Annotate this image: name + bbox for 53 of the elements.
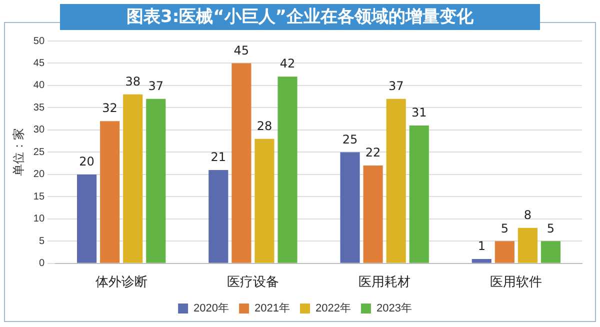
- y-tick-label: 20: [33, 169, 45, 180]
- data-label: 1: [478, 239, 486, 254]
- legend-label: 2022年: [316, 302, 351, 315]
- y-tick-label: 35: [33, 102, 45, 114]
- bar: [540, 241, 561, 263]
- data-label: 8: [524, 208, 532, 222]
- data-label: 25: [342, 132, 358, 146]
- data-label: 28: [256, 118, 272, 133]
- bar: [76, 174, 97, 263]
- x-tick-label: 医用耗材: [358, 274, 411, 289]
- legend-label: 2021年: [254, 302, 290, 315]
- bar: [340, 152, 360, 263]
- data-label: 20: [79, 154, 94, 169]
- bar: [123, 94, 143, 263]
- data-label: 31: [411, 106, 427, 120]
- data-label: 38: [125, 74, 140, 88]
- legend-label: 2023年: [376, 302, 412, 315]
- y-tick-label: 5: [38, 236, 45, 247]
- data-label: 22: [365, 146, 381, 160]
- bar: [518, 228, 538, 263]
- y-tick-label: 10: [33, 214, 45, 225]
- bar: [494, 241, 514, 263]
- x-tick-label: 医疗设备: [226, 274, 279, 289]
- bar: [208, 170, 228, 263]
- bar: [386, 98, 406, 263]
- bar: [472, 258, 492, 263]
- data-label: 37: [388, 78, 404, 93]
- legend-label: 2020年: [194, 302, 230, 315]
- bar: [146, 98, 166, 263]
- bar: [100, 121, 120, 263]
- y-tick-label: 45: [33, 58, 45, 69]
- bar: [409, 126, 429, 263]
- data-label: 42: [280, 56, 296, 71]
- data-label: 5: [546, 221, 555, 236]
- data-label: 45: [234, 43, 250, 58]
- data-label: 21: [210, 150, 226, 164]
- y-tick-label: 15: [33, 191, 45, 202]
- bar: [254, 138, 274, 263]
- data-label: 32: [102, 101, 118, 116]
- y-axis-title: 单位：家: [12, 128, 26, 176]
- chart-title: 图表3:医械“小巨人”企业在各领域的增量变化: [60, 4, 540, 30]
- bar: [363, 166, 383, 263]
- y-tick-label: 0: [38, 258, 45, 270]
- bar: [232, 63, 252, 263]
- x-tick-label: 医用软件: [490, 274, 542, 289]
- data-label: 5: [500, 221, 508, 236]
- bar: [278, 76, 298, 263]
- y-tick-label: 30: [33, 124, 45, 136]
- y-tick-label: 40: [33, 80, 45, 92]
- x-tick-label: 体外诊断: [95, 274, 148, 289]
- data-label: 37: [148, 78, 164, 93]
- y-tick-label: 25: [33, 146, 45, 158]
- y-tick-label: 50: [33, 36, 45, 47]
